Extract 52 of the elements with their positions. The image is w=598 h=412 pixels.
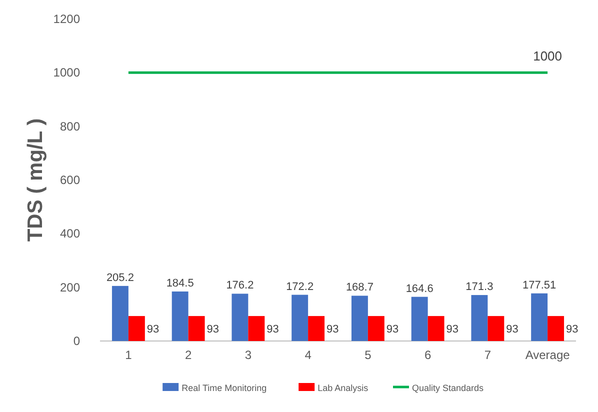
data-label: 176.2: [226, 280, 254, 292]
bar: [232, 294, 248, 341]
x-tick-label: 2: [184, 348, 192, 362]
y-tick-label: 400: [60, 226, 80, 241]
bar: [112, 286, 128, 341]
bar: [471, 295, 488, 341]
data-label: 93: [146, 324, 160, 336]
bar: [248, 316, 265, 341]
bar: [548, 316, 564, 341]
y-tick-label: 1200: [53, 12, 80, 26]
bar: [488, 316, 504, 341]
data-label: 172.2: [286, 280, 314, 293]
data-label: 205.2: [106, 272, 134, 284]
bar: [351, 296, 368, 341]
data-label: 93: [446, 324, 459, 336]
bar: [292, 294, 308, 341]
x-tick-label: 1: [125, 348, 132, 362]
y-tick-label: 200: [60, 280, 80, 294]
x-tick-label: 5: [364, 348, 372, 362]
data-label: 93: [266, 324, 279, 336]
x-tick-label: 7: [484, 348, 492, 362]
bar: [188, 316, 205, 341]
legend-label: Quality Standards: [412, 383, 484, 393]
legend-label: Lab Analysis: [318, 383, 369, 393]
bar: [368, 316, 384, 341]
y-tick-label: 600: [60, 173, 80, 187]
legend-label: Real Time Monitoring: [182, 383, 267, 393]
bar: [172, 291, 188, 341]
y-tick-label: 0: [73, 334, 80, 348]
x-tick-label: 6: [424, 348, 432, 362]
data-label: 93: [566, 324, 578, 336]
data-label: 93: [386, 324, 399, 336]
bar: [428, 316, 444, 341]
data-label: 1000: [533, 48, 562, 64]
data-label: 177.51: [522, 279, 556, 292]
x-tick-label: 3: [244, 348, 252, 362]
bar: [128, 316, 145, 341]
y-axis-title: TDS ( mg/L ): [24, 118, 47, 242]
data-label: 93: [506, 324, 518, 336]
y-tick-label: 1000: [53, 66, 80, 80]
y-tick-label: 800: [60, 119, 80, 134]
x-tick-label: Average: [525, 348, 570, 362]
data-label: 168.7: [346, 282, 374, 294]
data-label: 171.3: [466, 281, 494, 294]
bar: [411, 296, 428, 341]
bar: [531, 293, 548, 341]
data-label: 164.6: [406, 282, 434, 295]
bar: [308, 316, 325, 341]
data-label: 93: [326, 324, 339, 336]
data-label: 184.5: [166, 277, 194, 290]
data-label: 93: [206, 324, 220, 336]
x-tick-label: 4: [304, 348, 312, 362]
